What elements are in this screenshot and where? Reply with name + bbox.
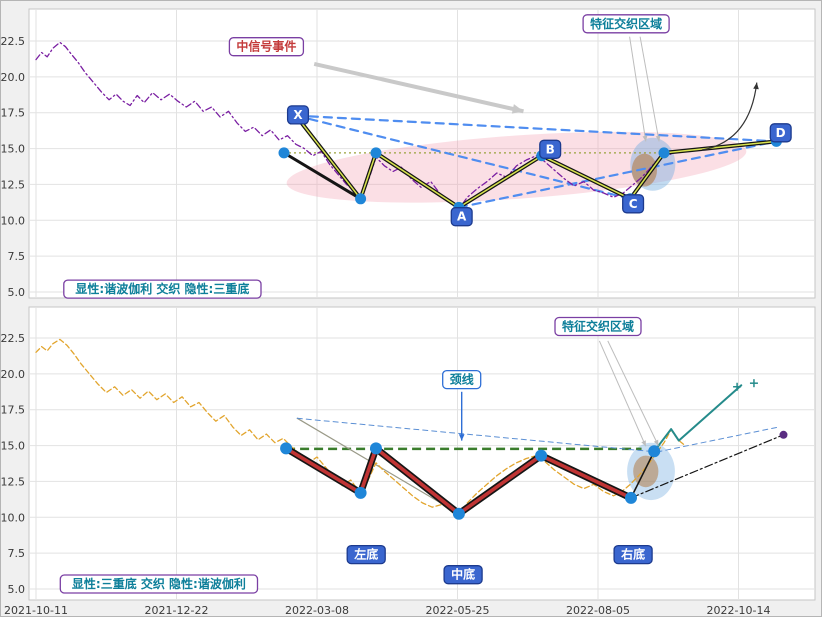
- chart-harmonic-gartley: 22.5 20.0 17.5 15.0 12.5 10.0 7.5 5.0 X A B C D 中信号事件…: [1, 8, 816, 299]
- vertex-dot: [648, 445, 661, 458]
- feature-zone-arrow-2: [607, 340, 659, 446]
- feature-zone-label: [554, 316, 642, 337]
- point-label-c: [622, 194, 645, 214]
- feature-zone-label-text: 特征交织区域: [562, 319, 634, 334]
- y-tick-label: 22.5: [1, 35, 25, 48]
- breakout-curve-arrow: [701, 82, 758, 151]
- feature-zone-arrow-1: [598, 340, 647, 447]
- left-bottom-label: [346, 544, 386, 565]
- feature-zone-label: [582, 14, 670, 34]
- y-tick-label: 15.0: [1, 440, 25, 453]
- plot-area: [28, 8, 816, 299]
- vertex-dot: [354, 486, 367, 499]
- blue-dashed-guide-1: [296, 417, 658, 453]
- y-tick-label: 7.5: [8, 250, 26, 263]
- point-label-x-text: X: [293, 108, 303, 122]
- blue-dashed-guide-2: [656, 426, 780, 453]
- guide-x-c: [294, 114, 632, 200]
- y-tick-label: 5.0: [8, 583, 26, 596]
- vertex-dot: [452, 507, 465, 520]
- neckline-label-text: 颈线: [449, 372, 474, 387]
- vertex-dot: [280, 442, 293, 455]
- caption-dominant-harmonic-text: 显性:谐波伽利 交织 隐性:三重底: [75, 281, 249, 296]
- pattern-zigzag-core: [295, 115, 777, 209]
- middle-bottom-label: [443, 565, 483, 585]
- y-tick-label: 10.0: [1, 214, 25, 227]
- caption-dominant-triple-bottom: [59, 574, 259, 594]
- plot-area: [28, 306, 816, 601]
- y-tick-label: 17.5: [1, 107, 25, 120]
- y-tick-label: 10.0: [1, 511, 25, 524]
- y-tick-label: 12.5: [1, 178, 25, 191]
- y-tick-label: 12.5: [1, 475, 25, 488]
- signal-event-arrow: [313, 61, 524, 114]
- point-label-b: [539, 139, 562, 159]
- vertex-dot: [535, 449, 548, 462]
- arrowhead: [458, 434, 465, 441]
- pattern-zone-highlight: [286, 131, 747, 203]
- y-tick-label: 5.0: [8, 286, 26, 299]
- vertex-dot: [370, 147, 382, 159]
- pattern-pre-segment: [282, 151, 363, 201]
- projection-end-dot: [779, 430, 788, 439]
- y-tick-label: 17.5: [1, 404, 25, 417]
- arrowhead: [642, 135, 648, 142]
- y-tick-label: 20.0: [1, 71, 25, 84]
- projection-dashdot-line: [630, 434, 785, 499]
- x-tick-label: 2022-03-08: [285, 604, 349, 617]
- middle-bottom-label-text: 中底: [451, 567, 475, 582]
- price-line: [35, 41, 672, 210]
- x-tick-label: 2021-12-22: [145, 604, 209, 617]
- arrowhead: [655, 135, 661, 142]
- signal-event-label: [228, 37, 305, 57]
- feature-zone-arrow-2: [639, 36, 660, 142]
- point-label-a: [450, 207, 473, 227]
- gray-guide: [296, 417, 460, 515]
- x-tick-label: 2022-10-14: [707, 604, 771, 617]
- vertex-dot: [625, 491, 637, 504]
- caption-dominant-harmonic: [63, 279, 262, 299]
- vertex-dot: [355, 193, 367, 205]
- vertex-dot: [278, 147, 290, 159]
- feature-zone-tan-spot: [633, 455, 659, 488]
- caption-dominant-triple-bottom-text: 显性:三重底 交织 隐性:谐波伽利: [72, 576, 246, 591]
- vertex-dot: [370, 442, 382, 455]
- feature-zone-label-text: 特征交织区域: [590, 16, 662, 31]
- recovery-segment: [630, 450, 656, 499]
- arrowhead: [653, 439, 659, 446]
- point-label-d: [769, 123, 792, 143]
- y-tick-label: 20.0: [1, 368, 25, 381]
- arrowhead: [511, 104, 524, 114]
- guide-x-d: [294, 114, 778, 143]
- y-tick-label: 7.5: [8, 547, 26, 560]
- signal-event-label-text: 中信号事件: [236, 39, 296, 54]
- point-label-d-text: D: [776, 126, 786, 140]
- arrowhead: [641, 440, 646, 447]
- right-bottom-label: [613, 544, 653, 565]
- arrowhead: [753, 82, 759, 90]
- point-label-x: [286, 105, 310, 125]
- point-label-b-text: B: [546, 142, 555, 156]
- point-label-c-text: C: [629, 197, 638, 211]
- x-tick-label: 2022-08-05: [566, 604, 630, 617]
- left-bottom-label-text: 左底: [353, 547, 378, 562]
- y-tick-label: 22.5: [1, 332, 25, 345]
- guide-a-d: [457, 140, 778, 209]
- y-tick-label: 15.0: [1, 143, 25, 156]
- chart-triple-bottom: 22.5 20.0 17.5 15.0 12.5 10.0 7.5 5.0 2021-10-11…: [1, 306, 816, 617]
- neckline-label: [442, 369, 482, 390]
- x-tick-label: 2021-10-11: [4, 604, 68, 617]
- feature-zone-tan-spot: [631, 153, 658, 187]
- right-bottom-label-text: 右底: [620, 547, 645, 562]
- breakout-teal-line: [653, 384, 743, 453]
- vertex-dot: [658, 147, 670, 159]
- triple-bottom-zigzag-core: [285, 446, 632, 516]
- point-label-a-text: A: [457, 210, 467, 224]
- feature-zone-arrow-1: [629, 36, 647, 142]
- x-tick-label: 2022-05-25: [426, 604, 490, 617]
